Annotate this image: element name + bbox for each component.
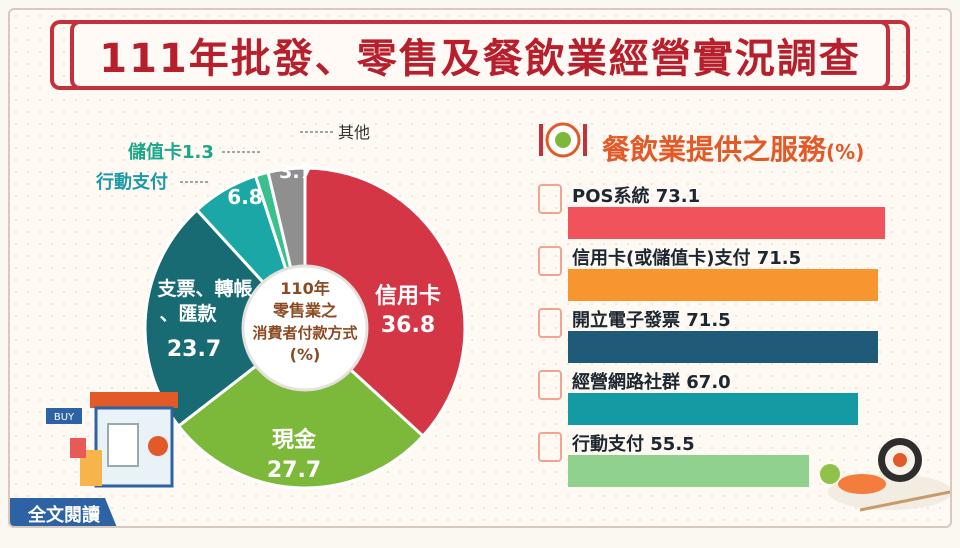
pie-center-line-1: 零售業之 <box>272 301 337 320</box>
read-full-text-button[interactable]: 全文閱讀 <box>10 498 118 526</box>
value-cash: 27.7 <box>267 458 321 483</box>
pie-center-line-3: (%) <box>290 345 321 364</box>
utensils-icon <box>539 122 587 158</box>
label-check-1: 支票、轉帳 <box>156 277 252 300</box>
shop-icon: BUY <box>46 392 178 488</box>
services-title-text: 餐飲業提供之服務 <box>602 133 827 166</box>
services-title: 餐飲業提供之服務(%) <box>602 128 864 168</box>
pie-center-line-0: 110年 <box>280 279 329 298</box>
value-check: 23.7 <box>167 337 221 362</box>
label-check-2: 、匯款 <box>159 302 217 325</box>
bar-1 <box>568 269 878 301</box>
callout-other: 其他 <box>338 123 370 142</box>
value-mobile: 6.8 <box>227 185 262 209</box>
computer-icon <box>538 370 562 400</box>
card-icon <box>538 246 562 276</box>
bar-label-1: 信用卡(或儲值卡)支付 71.5 <box>572 248 802 269</box>
label-credit-card: 信用卡 <box>375 283 441 309</box>
phone-icon <box>538 432 562 462</box>
pos-icon <box>538 184 562 214</box>
pie-slice-1 <box>176 326 426 490</box>
label-cash: 現金 <box>272 427 317 453</box>
invoice-icon <box>538 308 562 338</box>
bar-3 <box>568 393 859 425</box>
bar-label-0: POS系統 73.1 <box>572 186 701 207</box>
pie-center <box>241 264 369 392</box>
bar-label-3: 經營網路社群 67.0 <box>572 372 731 393</box>
services-unit: (%) <box>826 140 865 164</box>
infographic: 111年批發、零售及餐飲業經營實況調查 110年零售業之消費者付款方式 (%) 信… <box>8 8 952 528</box>
callout-stored-card: 儲值卡1.3 <box>128 141 214 163</box>
callout-mobile-payment: 行動支付 <box>95 171 168 193</box>
pie-center-line-2: 消費者付款方式 <box>252 324 357 342</box>
pie-slice-0 <box>303 166 467 439</box>
bar-label-4: 行動支付 55.5 <box>572 434 695 455</box>
sushi-icon <box>820 438 950 512</box>
value-credit-card: 36.8 <box>381 313 435 338</box>
bar-2 <box>568 331 878 363</box>
page-title: 111年批發、零售及餐飲業經營實況調查 <box>99 36 861 82</box>
bar-0 <box>568 207 885 239</box>
value-other: 3.7 <box>279 161 313 183</box>
svg-text:BUY: BUY <box>54 412 75 423</box>
title-banner: 111年批發、零售及餐飲業經營實況調查 <box>50 20 910 90</box>
bar-4 <box>568 455 809 487</box>
bar-label-2: 開立電子發票 71.5 <box>572 310 731 331</box>
